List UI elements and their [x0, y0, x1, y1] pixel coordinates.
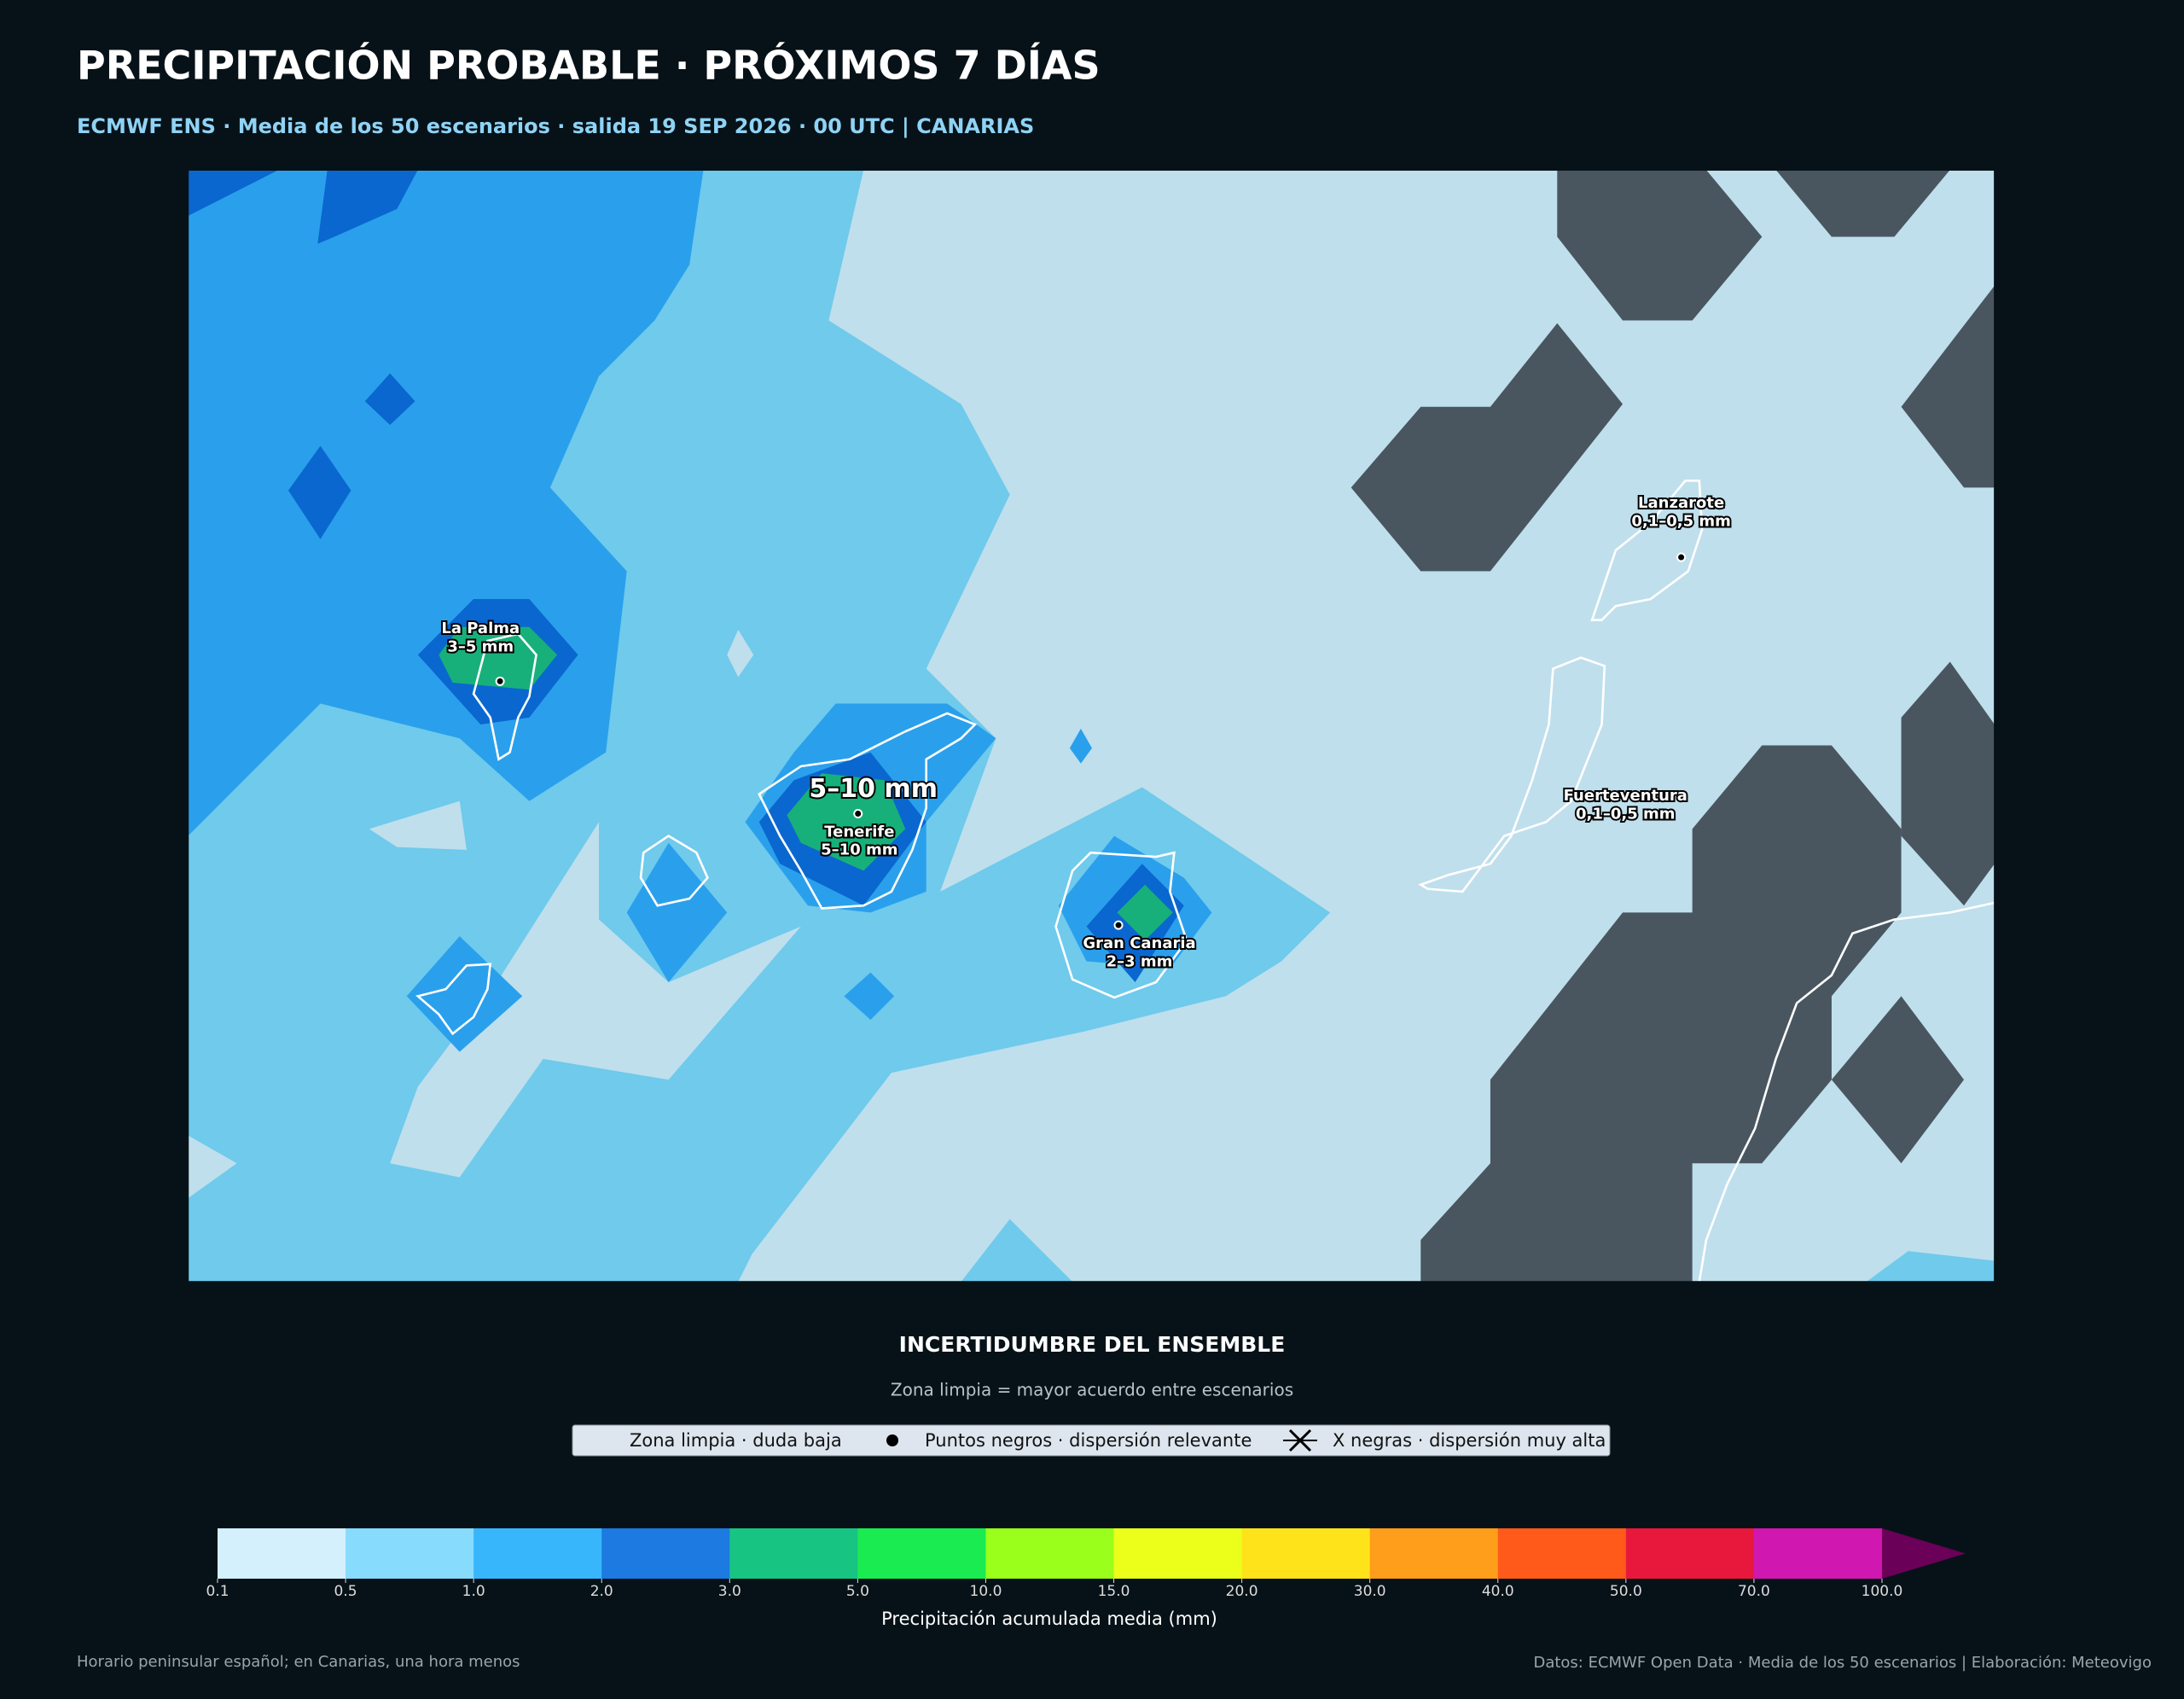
colorbar-tick-label: 2.0: [590, 1583, 613, 1600]
colorbar-tick-label: 70.0: [1738, 1583, 1770, 1600]
colorbar-segment: [1625, 1528, 1755, 1579]
colorbar-segment: [985, 1528, 1115, 1579]
precip-area: [626, 842, 728, 983]
colorbar-label: Precipitación acumulada media (mm): [881, 1609, 1217, 1629]
colorbar-segment: [1497, 1528, 1627, 1579]
legend-title: INCERTIDUMBRE DEL ENSEMBLE: [899, 1332, 1286, 1357]
precip-area: [317, 170, 418, 244]
island-name: Lanzarote: [1638, 494, 1724, 512]
precip-area: [188, 170, 704, 836]
subtitle: ECMWF ENS · Media de los 50 escenarios ·…: [77, 114, 1034, 138]
legend-x: [1283, 1428, 1317, 1452]
colorbar-tick-label: 5.0: [846, 1583, 869, 1600]
map-frame: [187, 169, 1995, 1283]
island-marker: [1113, 920, 1124, 930]
colorbar-segment: [601, 1528, 730, 1579]
colorbar-tick-label: 50.0: [1610, 1583, 1642, 1600]
island-amount: 0,1–0,5 mm: [1631, 512, 1731, 530]
colorbar-segment: [1241, 1528, 1371, 1579]
island-name: Tenerife: [824, 823, 894, 841]
colorbar-tick-label: 20.0: [1226, 1583, 1258, 1600]
colorbar-tick-label: 100.0: [1862, 1583, 1903, 1600]
footer-right: Datos: ECMWF Open Data · Media de los 50…: [1533, 1654, 2152, 1672]
colorbar-segment: [218, 1528, 346, 1579]
title: PRECIPITACIÓN PROBABLE · PRÓXIMOS 7 DÍAS: [77, 43, 1101, 89]
precip-area: [406, 936, 523, 1052]
colorbar-tick-label: 1.0: [462, 1583, 485, 1600]
colorbar-tick-label: 40.0: [1482, 1583, 1514, 1600]
precip-area: [288, 445, 351, 539]
colorbar-segment: [473, 1528, 602, 1579]
dry-area: [390, 822, 801, 1178]
legend-subtitle: Zona limpia = mayor acuerdo entre escena…: [891, 1380, 1293, 1400]
cloud-mask: [1350, 170, 1995, 1283]
colorbar-segment: [857, 1528, 986, 1579]
legend-dot: [886, 1434, 898, 1446]
island-amount: 2–3 mm: [1107, 952, 1173, 970]
legend-entry: Puntos negros · dispersión relevante: [925, 1430, 1252, 1451]
island-marker: [495, 676, 505, 686]
island-marker: [1676, 552, 1687, 562]
dry-area: [727, 629, 754, 678]
map: [187, 169, 1995, 1283]
precip-area: [961, 1219, 1073, 1283]
colorbar-tick-label: 0.1: [206, 1583, 229, 1600]
colorbar-segment: [729, 1528, 858, 1579]
colorbar-segment: [1753, 1528, 1883, 1579]
island-amount: 3–5 mm: [447, 637, 514, 655]
precip-area: [1117, 884, 1173, 941]
colorbar-segment: [1369, 1528, 1499, 1579]
colorbar-segment: [346, 1528, 474, 1579]
precip-area: [844, 972, 895, 1021]
precip-area: [1866, 1251, 1995, 1283]
colorbar-tick-label: 30.0: [1354, 1583, 1386, 1600]
island-name: Fuerteventura: [1564, 787, 1687, 805]
colorbar-tick-label: 15.0: [1098, 1583, 1130, 1600]
colorbar-extend: [1882, 1528, 1966, 1579]
island-marker: [853, 808, 863, 818]
island-name: La Palma: [441, 620, 520, 637]
legend-box: [572, 1424, 1611, 1457]
colorbar-tick-label: 3.0: [718, 1583, 741, 1600]
island-amount: 5–10 mm: [821, 841, 897, 859]
precip-area: [439, 626, 558, 690]
coastlines: [415, 479, 1995, 1283]
footer-left: Horario peninsular español; en Canarias,…: [77, 1653, 520, 1671]
colorbar-tick-label: 10.0: [970, 1583, 1002, 1600]
island-amount: 0,1–0,5 mm: [1576, 805, 1676, 823]
precip-area: [1069, 728, 1092, 764]
dry-area: [188, 1135, 237, 1199]
highlight-label: 5–10 mm: [809, 774, 938, 804]
legend-entry: Zona limpia · duda baja: [630, 1430, 842, 1451]
colorbar-segment: [1113, 1528, 1243, 1579]
legend-entry: X negras · dispersión muy alta: [1333, 1430, 1606, 1451]
precip-area: [364, 373, 415, 425]
colorbar-tick-label: 0.5: [334, 1583, 357, 1600]
island-name: Gran Canaria: [1083, 934, 1195, 952]
dry-area: [369, 800, 467, 850]
precip-area: [787, 773, 906, 871]
